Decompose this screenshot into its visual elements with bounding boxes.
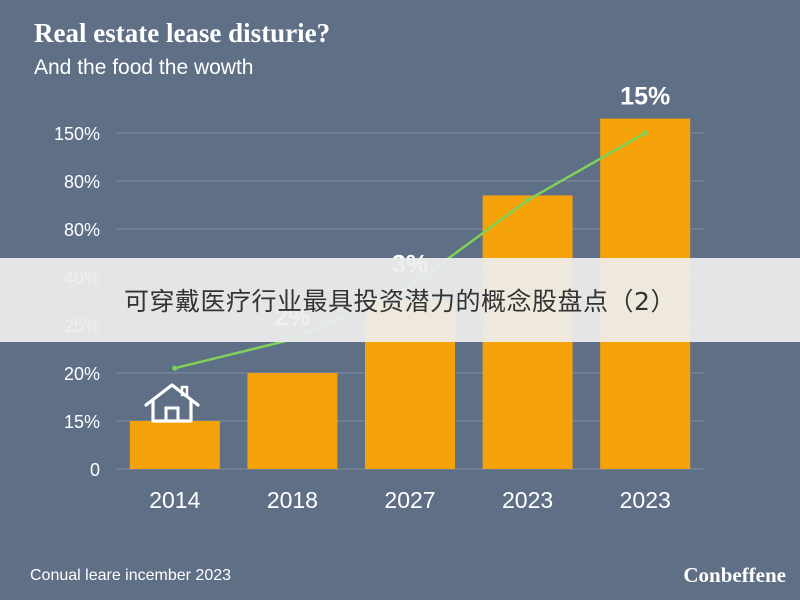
x-tick-label: 2023 <box>502 487 553 513</box>
y-tick-label: 0 <box>90 460 100 480</box>
overlay-banner: 可穿戴医疗行业最具投资潜力的概念股盘点（2） <box>0 258 800 342</box>
x-tick-label: 2014 <box>149 487 200 513</box>
chart-title: Real estate lease disturie? <box>34 18 331 48</box>
trend-point <box>172 365 178 371</box>
bar <box>129 421 220 469</box>
brand-logo-text: Conbeffene <box>683 563 786 587</box>
bar-value-label: 15% <box>620 83 670 111</box>
house-icon <box>144 383 200 423</box>
y-tick-label: 80% <box>64 172 100 192</box>
x-tick-label: 2023 <box>620 487 671 513</box>
banner-text: 可穿戴医疗行业最具投资潜力的概念股盘点（2） <box>124 287 676 316</box>
y-tick-label: 20% <box>64 364 100 384</box>
x-tick-label: 2018 <box>267 487 318 513</box>
chart-subtitle: And the food the wowth <box>34 56 254 79</box>
footnote: Conual leare incember 2023 <box>30 567 232 584</box>
y-tick-label: 15% <box>64 412 100 432</box>
trend-point <box>525 197 531 203</box>
y-tick-label: 150% <box>54 124 100 144</box>
x-axis-ticks: 2014 2018 2027 2023 2023 <box>149 487 671 513</box>
bar <box>247 373 338 469</box>
trend-point <box>642 130 648 136</box>
y-tick-label: 80% <box>64 220 100 240</box>
x-tick-label: 2027 <box>384 487 435 513</box>
